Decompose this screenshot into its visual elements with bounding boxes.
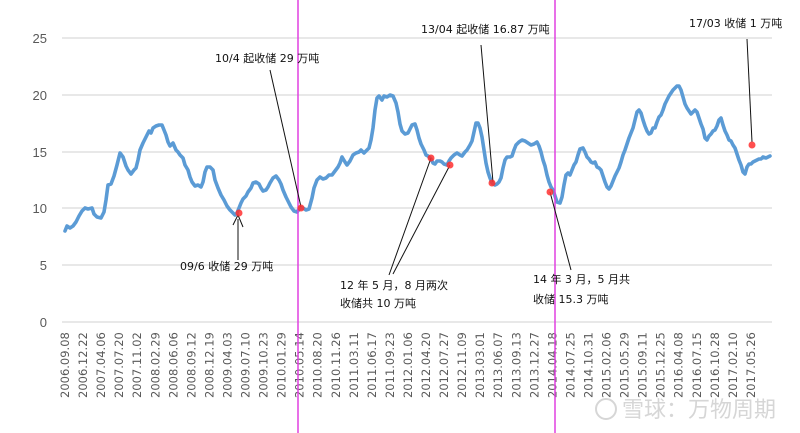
x-tick: 2007.07.20 [112,332,126,398]
x-tick: 2015.09.11 [636,332,650,398]
x-tick: 2010.11.26 [329,332,343,398]
annotation-2013-04: 13/04 起收储 16.87 万吨 [421,22,550,36]
x-tick: 2012.01.06 [401,332,415,398]
x-tick: 2013.09.13 [509,332,523,398]
x-tick: 2012.04.20 [419,332,433,398]
annotations: 10/4 起收储 29 万吨 13/04 起收储 16.87 万吨 17/03 … [180,16,782,310]
x-tick: 2017.02.10 [726,332,740,398]
x-tick: 2011.09.23 [383,332,397,398]
gridlines [62,37,772,323]
annotation-2014-line2: 收储 15.3 万吨 [533,292,609,306]
x-tick: 2016.07.15 [690,332,704,398]
x-tick: 2009.10.23 [257,332,271,398]
x-tick: 2006.09.08 [58,332,72,398]
x-axis: 2006.09.08 2006.12.22 2007.04.06 2007.07.20… [58,332,758,398]
y-tick: 10 [33,201,47,216]
y-tick: 20 [33,88,47,103]
y-tick: 5 [40,258,47,273]
marker-2017-03 [748,141,756,149]
x-tick: 2010.05.14 [293,332,307,398]
x-tick: 2012.07.27 [437,332,451,398]
x-tick: 2006.12.22 [76,332,90,398]
x-tick: 2008.09.12 [184,332,198,398]
y-tick: 0 [40,315,47,330]
x-tick: 2016.04.08 [672,332,686,398]
x-tick: 2007.11.02 [130,332,144,398]
annotation-2012-line2: 收储共 10 万吨 [340,296,416,310]
x-tick: 2013.12.27 [527,332,541,398]
y-axis: 0 5 10 15 20 25 [33,31,47,330]
annotation-2010-04: 10/4 起收储 29 万吨 [215,51,319,65]
x-tick: 2016.10.28 [708,332,722,398]
y-tick: 25 [33,31,47,46]
price-line [63,84,772,233]
y-tick: 15 [33,145,47,160]
annotation-2009-06: 09/6 收储 29 万吨 [180,259,273,273]
x-tick: 2009.07.10 [239,332,253,398]
x-tick: 2007.04.06 [94,332,108,398]
annotation-2017-03: 17/03 收储 1 万吨 [689,16,782,30]
x-tick: 2012.11.09 [455,332,469,398]
x-tick: 2013.06.07 [491,332,505,398]
x-tick: 2009.04.03 [220,332,234,398]
x-tick: 2014.07.25 [563,332,577,398]
x-tick: 2015.02.06 [600,332,614,398]
marker-2012-08 [446,161,454,169]
x-tick: 2010.08.20 [311,332,325,398]
watermark: 雪球：万物周期 [595,398,776,423]
highlight-markers [235,141,756,217]
x-tick: 2011.03.11 [347,332,361,398]
vertical-markers [297,0,556,433]
annotation-2012-line1: 12 年 5 月，8 月两次 [340,278,448,292]
marker-2012-05 [427,154,435,162]
x-tick: 2014.04.18 [545,332,559,398]
marker-2010-04 [297,204,305,212]
annotation-2014-line1: 14 年 3 月，5 月共 [533,272,630,286]
x-tick: 2013.03.01 [473,332,487,398]
x-tick: 2017.05.26 [744,332,758,398]
marker-2014-03 [546,188,554,196]
annotation-leaders [232,38,753,276]
watermark-text: 雪球：万物周期 [622,398,776,423]
x-tick: 2014.10.31 [581,332,595,398]
x-tick: 2015.12.25 [654,332,668,398]
x-tick: 2010.01.29 [275,332,289,398]
marker-2013-04 [488,179,496,187]
x-tick: 2008.06.06 [166,332,180,398]
x-tick: 2008.12.19 [202,332,216,398]
marker-2009-06 [235,209,243,217]
x-tick: 2011.06.17 [365,332,379,398]
watermark-logo-icon [595,398,617,420]
x-tick: 2015.05.29 [618,332,632,398]
x-tick: 2008.02.29 [148,332,162,398]
